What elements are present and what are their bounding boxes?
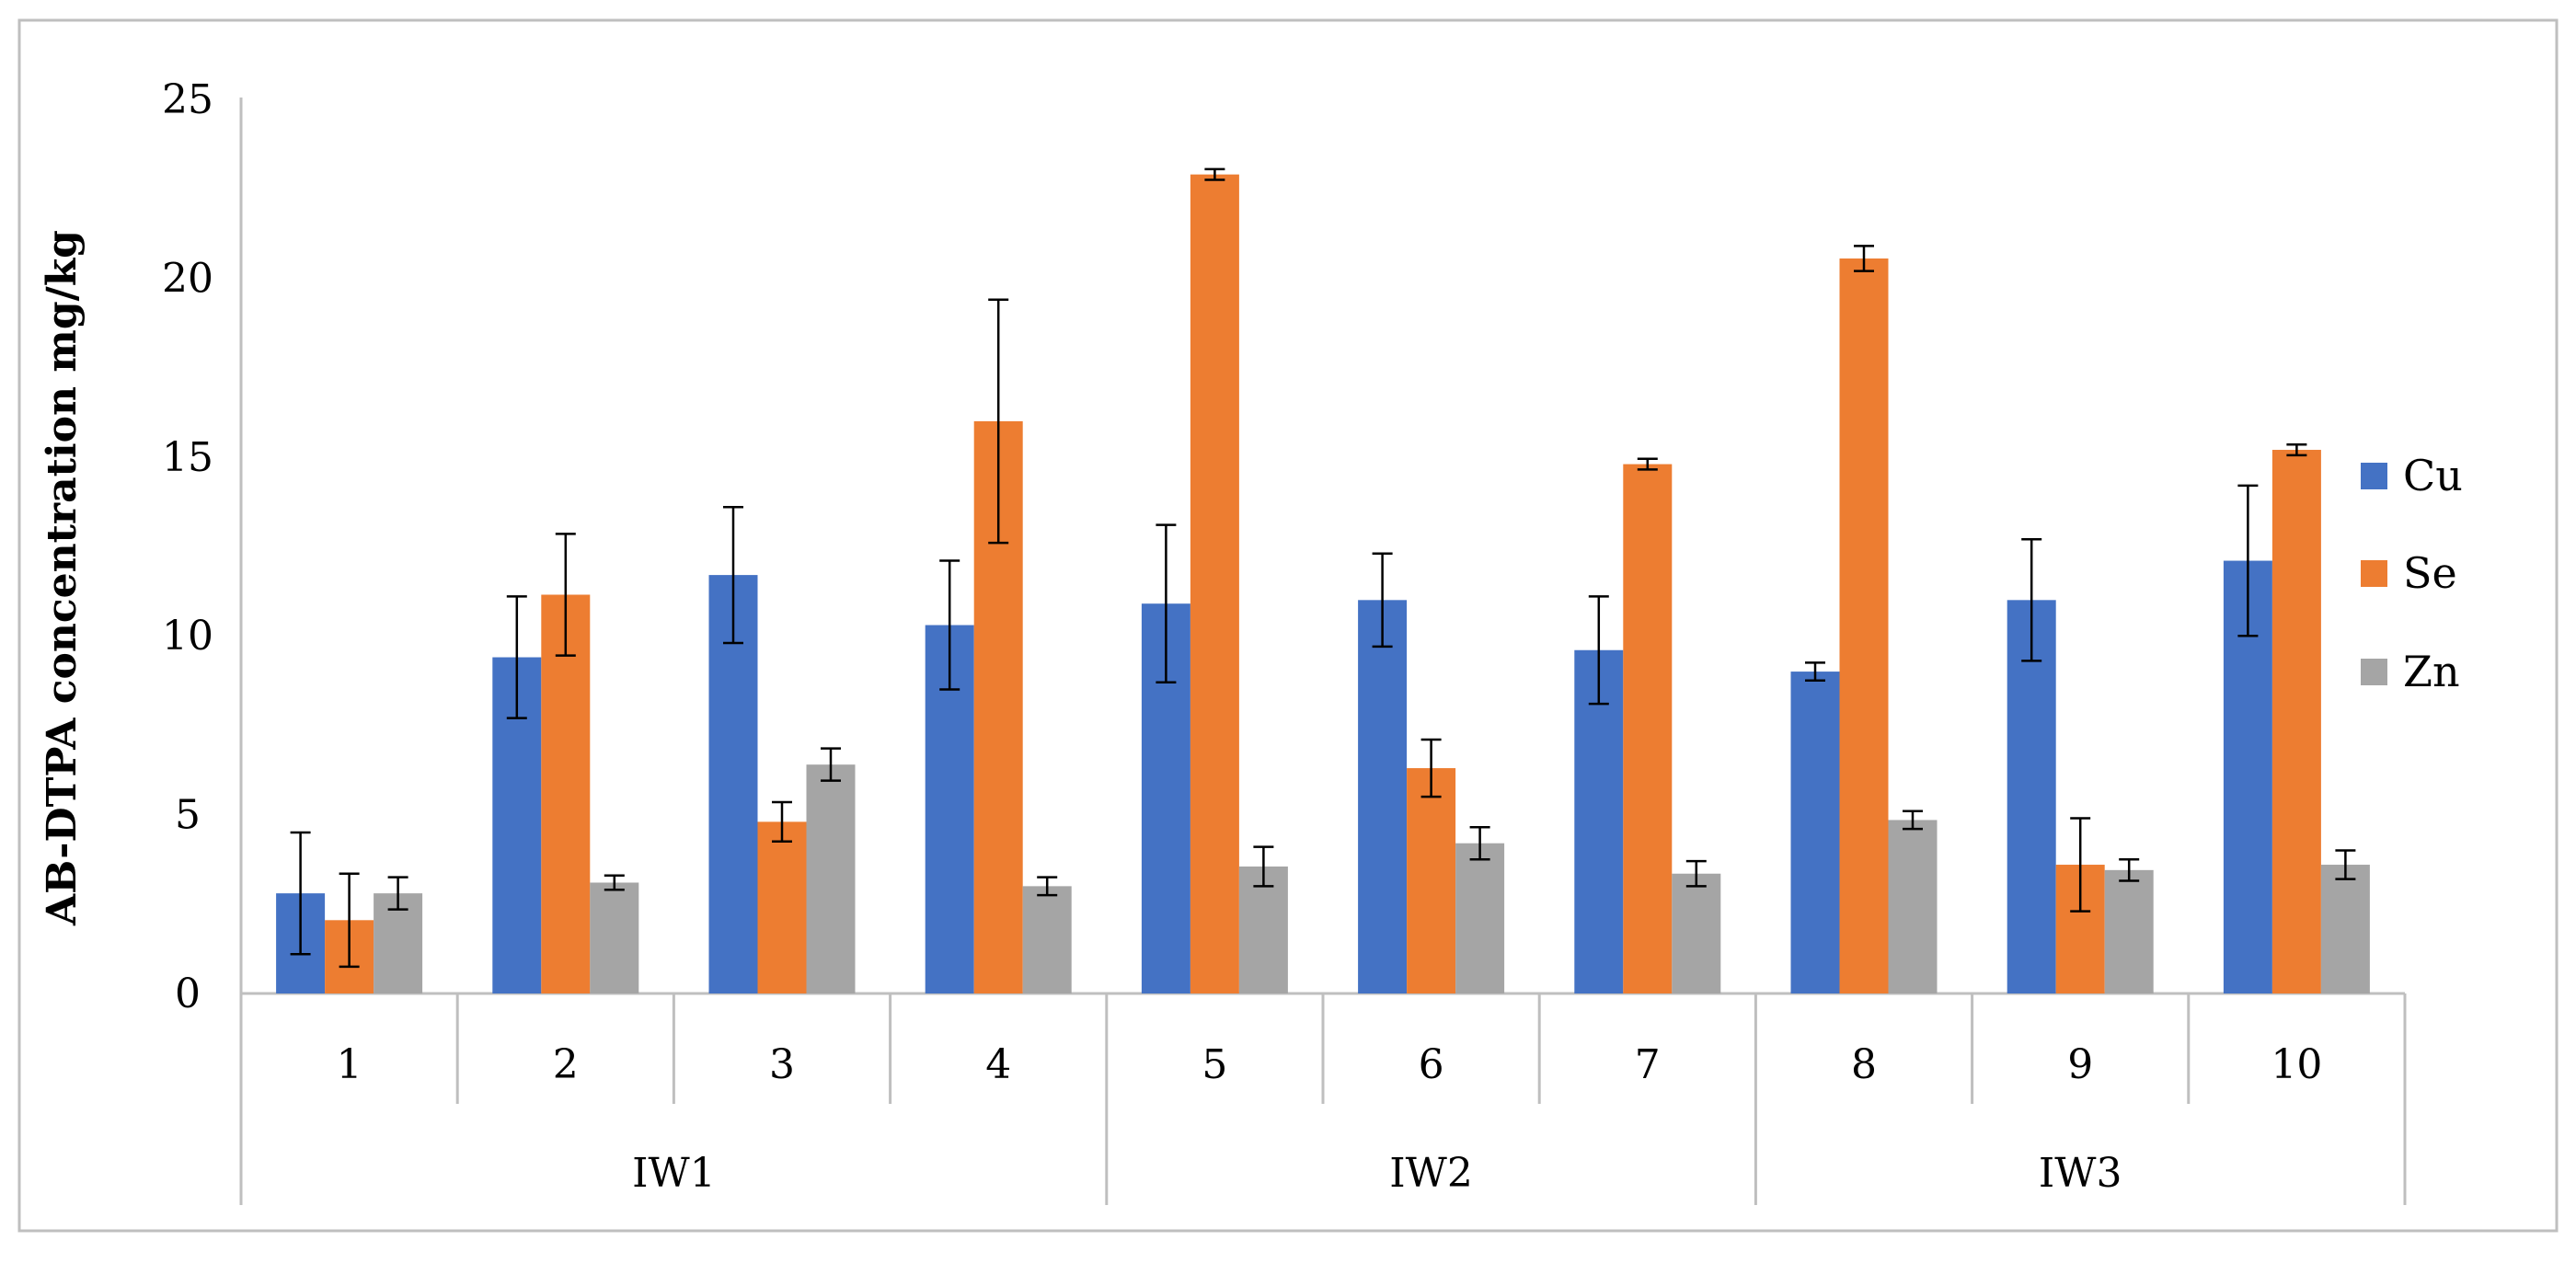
y-tick-label: 20 (162, 255, 213, 302)
bar-se (2271, 450, 2321, 993)
bar-zn (1672, 873, 1721, 993)
bar-zn (2320, 865, 2370, 993)
y-tick-label: 0 (175, 970, 201, 1017)
bar-cu (1574, 649, 1624, 993)
bar-zn (1022, 886, 1072, 993)
plot-area: 0 5 10 15 20 25 1 2 3 4 5 6 7 8 9 10 IW1 IW2 IW3 (162, 76, 2407, 1205)
x-tick-label: 10 (2271, 1041, 2322, 1088)
bar-se (1623, 464, 1673, 993)
legend-swatch-cu (2361, 463, 2387, 489)
y-tick-label: 15 (162, 434, 213, 481)
legend-swatch-se (2361, 560, 2387, 587)
group-label: IW3 (2039, 1150, 2122, 1197)
bar-cu (2007, 600, 2056, 993)
bar-cu (708, 575, 758, 993)
bar-se (1407, 768, 1456, 993)
x-tick-label: 6 (1419, 1041, 1444, 1088)
group-label: IW2 (1389, 1150, 1473, 1197)
y-axis-title: AB-DTPA concentration mg/kg (39, 230, 86, 926)
bar-se (1839, 258, 1889, 993)
chart-border (17, 18, 2559, 1233)
y-tick-label: 25 (162, 76, 213, 123)
x-tick-label: 5 (1202, 1041, 1227, 1088)
legend-label-se: Se (2403, 548, 2457, 598)
bar-zn (590, 882, 639, 993)
bar-zn (2104, 869, 2154, 993)
bar-cu (1358, 600, 1408, 993)
bar-zn (1888, 820, 1938, 993)
bar-se (541, 594, 591, 993)
bar-se (1190, 174, 1239, 993)
legend-swatch-zn (2361, 659, 2387, 685)
bar-zn (806, 764, 856, 993)
legend: Cu Se Zn (2361, 451, 2463, 696)
x-tick-label: 9 (2067, 1041, 2093, 1088)
legend-label-cu: Cu (2403, 451, 2463, 500)
x-tick-label: 3 (769, 1041, 795, 1088)
y-tick-label: 5 (175, 792, 201, 839)
x-tick-label: 4 (985, 1041, 1011, 1088)
bar-cu (1790, 672, 1840, 993)
x-tick-label: 7 (1635, 1041, 1661, 1088)
bar-zn (1238, 866, 1288, 993)
legend-label-zn: Zn (2403, 647, 2460, 696)
bar-zn (1455, 843, 1505, 993)
x-tick-label: 1 (337, 1041, 362, 1088)
x-tick-label: 8 (1851, 1041, 1877, 1088)
y-tick-label: 10 (162, 613, 213, 660)
x-tick-label: 2 (553, 1041, 579, 1088)
y-axis-title-group: AB-DTPA concentration mg/kg (39, 230, 86, 926)
group-label: IW1 (632, 1150, 716, 1197)
bar-se (757, 821, 807, 993)
